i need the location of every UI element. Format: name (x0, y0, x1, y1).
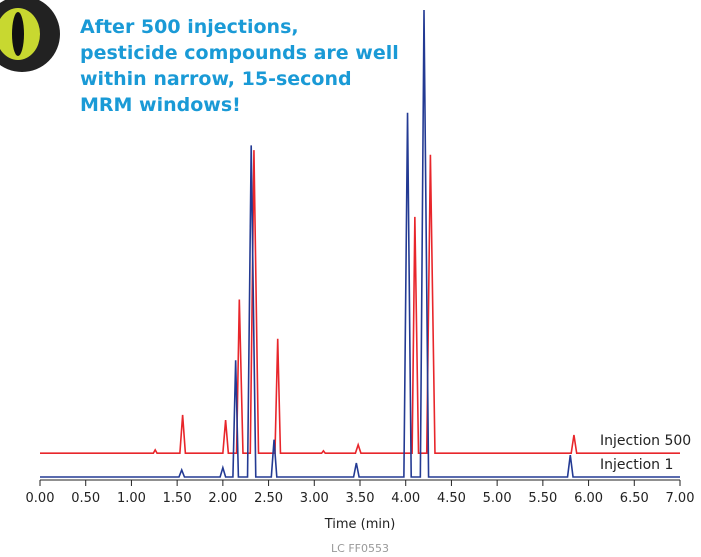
x-tick-label: 6.00 (574, 491, 603, 506)
x-tick-label: 2.00 (208, 491, 237, 506)
line (40, 150, 680, 454)
x-tick-label: 0.50 (71, 491, 100, 506)
x-tick-label: 1.00 (117, 491, 146, 506)
x-tick-label: 3.50 (346, 491, 375, 506)
x-tick-label: 6.50 (620, 491, 649, 506)
x-tick-label: 3.00 (300, 491, 329, 506)
chart-title: After 500 injections, pesticide compound… (80, 16, 399, 116)
series-label: Injection 500 (600, 433, 691, 449)
x-tick-label: 4.50 (437, 491, 466, 506)
x-tick-label: 0.00 (26, 491, 55, 506)
x-tick-label: 2.50 (254, 491, 283, 506)
logo (0, 0, 60, 72)
x-tick-label: 7.00 (666, 491, 695, 506)
series-label: Injection 1 (600, 457, 673, 473)
x-tick-label: 4.00 (391, 491, 420, 506)
x-axis-label: Time (min) (324, 517, 396, 532)
line (40, 9, 680, 478)
x-tick-label: 1.50 (163, 491, 192, 506)
x-tick-label: 5.00 (483, 491, 512, 506)
footnote: LC FF0553 (331, 542, 389, 555)
x-tick-label: 5.50 (528, 491, 557, 506)
